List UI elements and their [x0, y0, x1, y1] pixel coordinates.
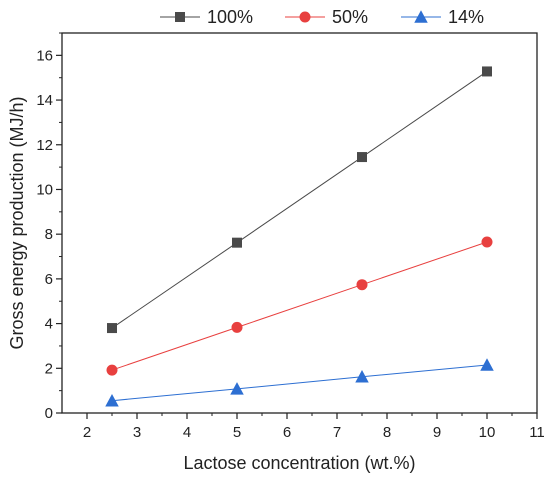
y-axis-label: Gross energy production (MJ/h)	[7, 96, 27, 349]
data-point	[482, 66, 492, 77]
y-tick-label: 2	[45, 360, 53, 377]
data-point	[232, 237, 242, 248]
y-tick-label: 14	[36, 92, 53, 109]
data-point	[356, 279, 368, 291]
x-tick-label: 4	[183, 424, 191, 441]
x-tick-label: 2	[83, 424, 91, 441]
y-tick-label: 12	[36, 137, 53, 154]
legend-marker	[414, 10, 428, 23]
y-tick-label: 0	[45, 405, 53, 422]
data-point	[106, 364, 118, 376]
legend-label: 50%	[332, 7, 368, 27]
x-axis: 2 3 4 5 6 7 8 9 10 11	[83, 413, 545, 441]
data-point	[481, 236, 493, 248]
y-tick-label: 8	[45, 226, 53, 243]
legend-item: 14%	[401, 7, 484, 27]
legend-marker	[299, 11, 311, 23]
y-tick-label: 4	[45, 316, 53, 333]
legend: 100% 50% 14%	[160, 7, 484, 27]
data-point	[357, 152, 367, 163]
x-axis-label: Lactose concentration (wt.%)	[183, 453, 415, 473]
x-tick-label: 3	[133, 424, 141, 441]
y-tick-label: 6	[45, 271, 53, 288]
legend-marker	[175, 12, 185, 22]
series-line	[111, 364, 488, 402]
y-tick-label: 16	[36, 47, 53, 64]
legend-label: 100%	[207, 7, 253, 27]
series-line	[111, 71, 488, 329]
x-tick-label: 10	[479, 424, 496, 441]
series-layer	[105, 66, 494, 407]
series-0	[107, 66, 492, 334]
x-tick-label: 6	[283, 424, 291, 441]
legend-item: 50%	[285, 7, 368, 27]
x-tick-label: 5	[233, 424, 241, 441]
x-tick-label: 7	[333, 424, 341, 441]
series-1	[106, 236, 493, 376]
series-line	[111, 241, 488, 371]
data-point	[230, 382, 244, 395]
legend-label: 14%	[448, 7, 484, 27]
y-tick-label: 10	[36, 181, 53, 198]
x-tick-label: 8	[383, 424, 391, 441]
data-point	[355, 370, 369, 383]
series-2	[105, 358, 494, 407]
plot-frame	[61, 32, 538, 414]
data-point	[105, 393, 119, 407]
y-axis: 0 2 4 6 8 10 12 14 16	[36, 32, 62, 422]
x-tick-label: 9	[433, 424, 441, 441]
data-point	[480, 358, 494, 371]
legend-item: 100%	[160, 7, 253, 27]
x-tick-label: 11	[529, 424, 545, 441]
data-point	[231, 321, 243, 333]
data-point	[107, 323, 117, 334]
